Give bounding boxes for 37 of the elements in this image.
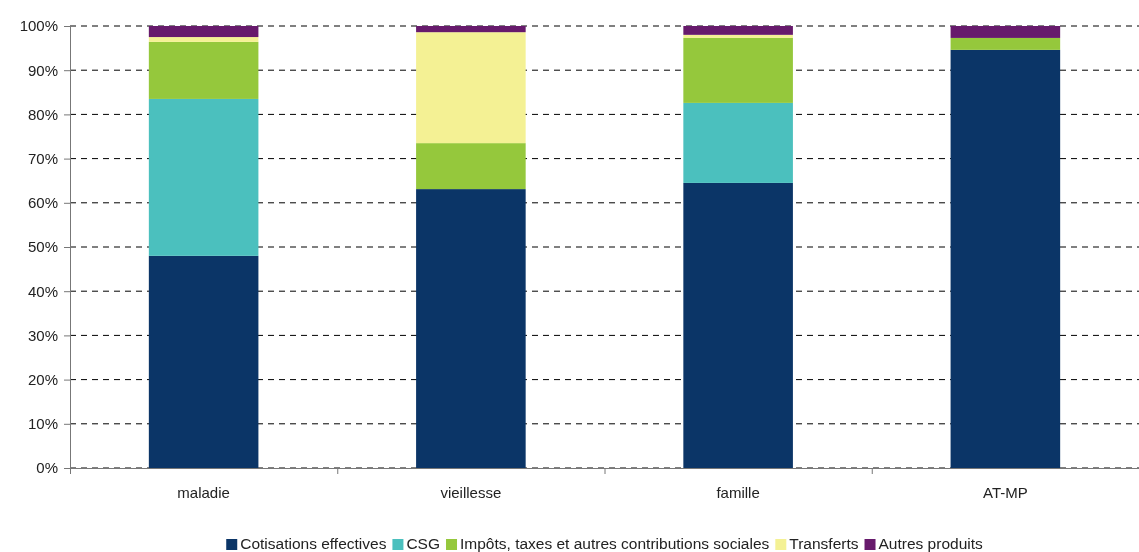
y-tick-label: 80% [27,105,58,123]
y-tick-label: 90% [27,61,58,79]
bar [416,26,526,33]
y-tick-label: 50% [27,238,58,256]
bar [950,37,1061,50]
bar [148,37,259,42]
bar [683,102,793,183]
bar [683,26,793,35]
legend-label: Autres produits [878,535,984,552]
legend-label: Cotisations effectives [240,535,387,552]
y-tick-label: 20% [27,370,58,388]
bar [148,41,259,99]
bar [148,26,259,38]
bar [950,26,1061,38]
bar [416,189,526,468]
y-tick-label: 100% [19,17,58,35]
x-tick-label: maladie [177,484,230,501]
bar [148,255,259,468]
x-tick-label: vieillesse [440,484,502,501]
legend-label: CSG [406,535,441,552]
y-tick-label: 70% [27,149,58,167]
bar [683,182,793,468]
bar [148,98,259,256]
legend-label: Impôts, taxes et autres contributions sociales [460,535,770,552]
bar [683,37,793,103]
y-tick-label: 30% [27,326,58,344]
bar [683,34,793,38]
x-tick-label: famille [716,484,760,501]
legend-label: Transferts [789,535,859,552]
x-tick-label: AT-MP [983,484,1028,501]
y-tick-label: 60% [27,194,58,212]
y-tick-label: 40% [27,282,58,300]
y-tick-label: 10% [27,415,58,433]
y-tick-label: 0% [36,459,58,477]
bar [416,32,526,144]
bar [416,143,526,190]
bar [950,49,1061,468]
